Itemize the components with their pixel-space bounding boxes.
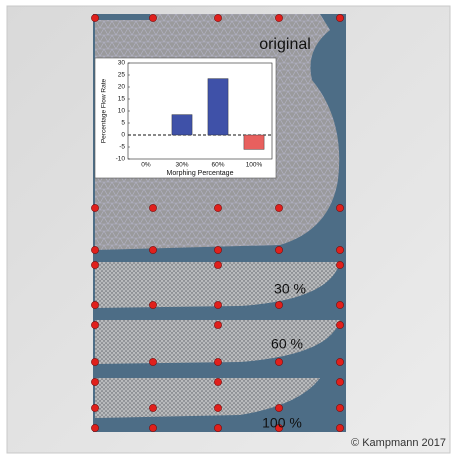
control-point <box>91 246 98 253</box>
label-30: 30 % <box>274 281 306 297</box>
control-point <box>336 14 343 21</box>
control-point <box>336 378 343 385</box>
bar <box>208 79 228 135</box>
control-point <box>91 321 98 328</box>
y-tick-label: 15 <box>118 96 126 103</box>
control-point <box>275 404 282 411</box>
control-point <box>275 301 282 308</box>
control-point <box>91 204 98 211</box>
control-point <box>149 246 156 253</box>
label-100: 100 % <box>262 415 302 431</box>
control-point <box>336 424 343 431</box>
control-point <box>214 301 221 308</box>
control-point <box>214 246 221 253</box>
control-point <box>275 14 282 21</box>
x-axis-label: Morphing Percentage <box>167 170 234 177</box>
bar <box>172 115 192 135</box>
control-point <box>149 301 156 308</box>
y-tick-label: 25 <box>118 72 126 79</box>
control-point <box>91 378 98 385</box>
figure: original 30 % 60 % 100 % © Kampmann 2017… <box>0 0 457 455</box>
y-tick-label: 5 <box>121 120 125 127</box>
control-point <box>149 424 156 431</box>
control-point <box>91 301 98 308</box>
x-tick-label: 60% <box>211 162 224 169</box>
y-tick-label: 10 <box>118 108 126 115</box>
y-tick-label: 30 <box>118 60 126 67</box>
control-point <box>336 301 343 308</box>
label-original: original <box>259 36 311 53</box>
control-point <box>336 321 343 328</box>
control-point <box>214 204 221 211</box>
control-point <box>214 261 221 268</box>
y-tick-label: 20 <box>118 84 126 91</box>
y-tick-label: -10 <box>116 156 126 163</box>
credit: © Kampmann 2017 <box>351 437 446 449</box>
control-point <box>336 358 343 365</box>
control-point <box>149 204 156 211</box>
control-point <box>149 14 156 21</box>
control-point <box>91 404 98 411</box>
y-tick-label: -5 <box>119 144 125 151</box>
control-point <box>214 321 221 328</box>
label-60: 60 % <box>271 336 303 352</box>
bar <box>244 135 264 149</box>
control-point <box>336 246 343 253</box>
control-point <box>214 14 221 21</box>
control-point <box>214 424 221 431</box>
control-point <box>336 204 343 211</box>
control-point <box>214 378 221 385</box>
control-point <box>275 246 282 253</box>
y-axis-label: Percentage Flow Rate <box>101 78 108 143</box>
control-point <box>275 358 282 365</box>
control-point <box>275 204 282 211</box>
y-tick-label: 0 <box>121 132 125 139</box>
control-point <box>149 404 156 411</box>
control-point <box>91 424 98 431</box>
control-point <box>336 404 343 411</box>
control-point <box>214 404 221 411</box>
control-point <box>149 358 156 365</box>
x-tick-label: 30% <box>175 162 188 169</box>
x-tick-label: 100% <box>246 162 263 169</box>
control-point <box>91 358 98 365</box>
control-point <box>214 358 221 365</box>
control-point <box>91 261 98 268</box>
x-tick-label: 0% <box>141 162 151 169</box>
control-point <box>336 261 343 268</box>
control-point <box>91 14 98 21</box>
